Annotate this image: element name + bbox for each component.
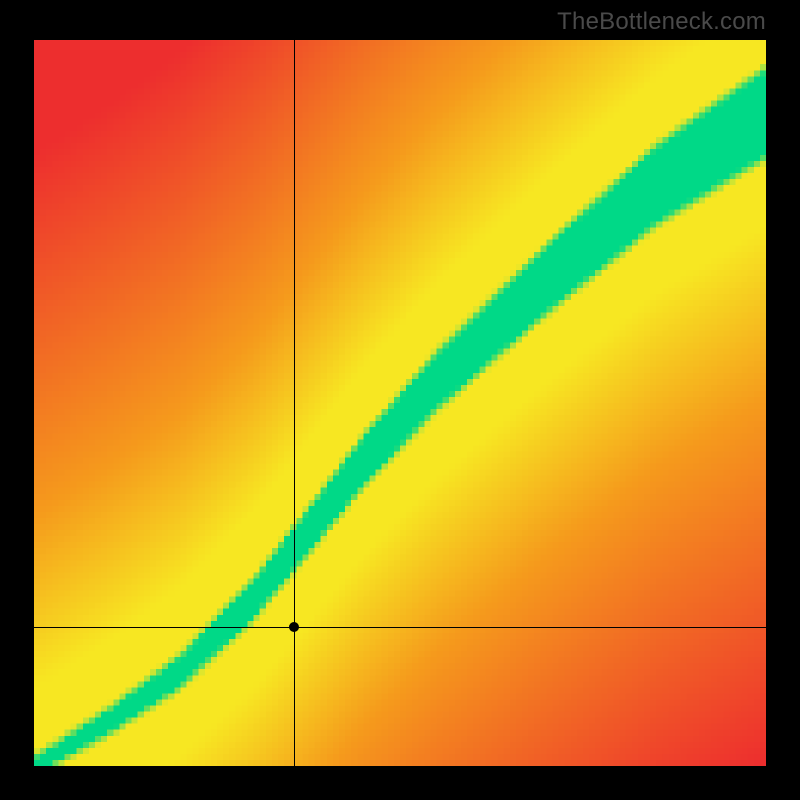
heatmap-plot: [34, 40, 766, 766]
crosshair-horizontal: [34, 627, 766, 628]
outer-frame: TheBottleneck.com: [0, 0, 800, 800]
crosshair-vertical: [294, 40, 295, 766]
heatmap-canvas: [34, 40, 766, 766]
watermark-text: TheBottleneck.com: [557, 8, 766, 36]
crosshair-dot: [289, 622, 299, 632]
